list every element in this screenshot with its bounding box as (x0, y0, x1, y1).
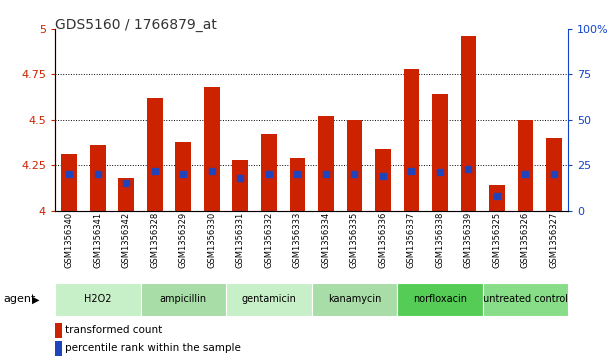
Text: agent: agent (3, 294, 35, 305)
Text: gentamicin: gentamicin (241, 294, 296, 305)
Text: GDS5160 / 1766879_at: GDS5160 / 1766879_at (55, 18, 217, 32)
Bar (90, 145, 106, 211)
Bar (61, 154, 77, 211)
Text: H2O2: H2O2 (84, 294, 112, 305)
Bar (432, 94, 448, 211)
Bar (375, 149, 391, 211)
Bar (461, 36, 477, 211)
Bar (546, 138, 562, 211)
Bar (403, 69, 419, 211)
Bar (318, 116, 334, 211)
Bar (290, 158, 306, 211)
Text: norfloxacin: norfloxacin (413, 294, 467, 305)
Bar (261, 134, 277, 211)
Bar (518, 120, 533, 211)
Text: ampicillin: ampicillin (159, 294, 207, 305)
Bar (147, 98, 163, 211)
Bar (204, 87, 219, 211)
Bar (175, 142, 191, 211)
Bar (119, 178, 134, 211)
Bar (232, 160, 248, 211)
Text: transformed count: transformed count (65, 325, 163, 335)
Text: untreated control: untreated control (483, 294, 568, 305)
Text: ▶: ▶ (32, 294, 40, 305)
Bar (489, 185, 505, 211)
Text: percentile rank within the sample: percentile rank within the sample (65, 343, 241, 354)
Text: kanamycin: kanamycin (327, 294, 381, 305)
Bar (346, 120, 362, 211)
